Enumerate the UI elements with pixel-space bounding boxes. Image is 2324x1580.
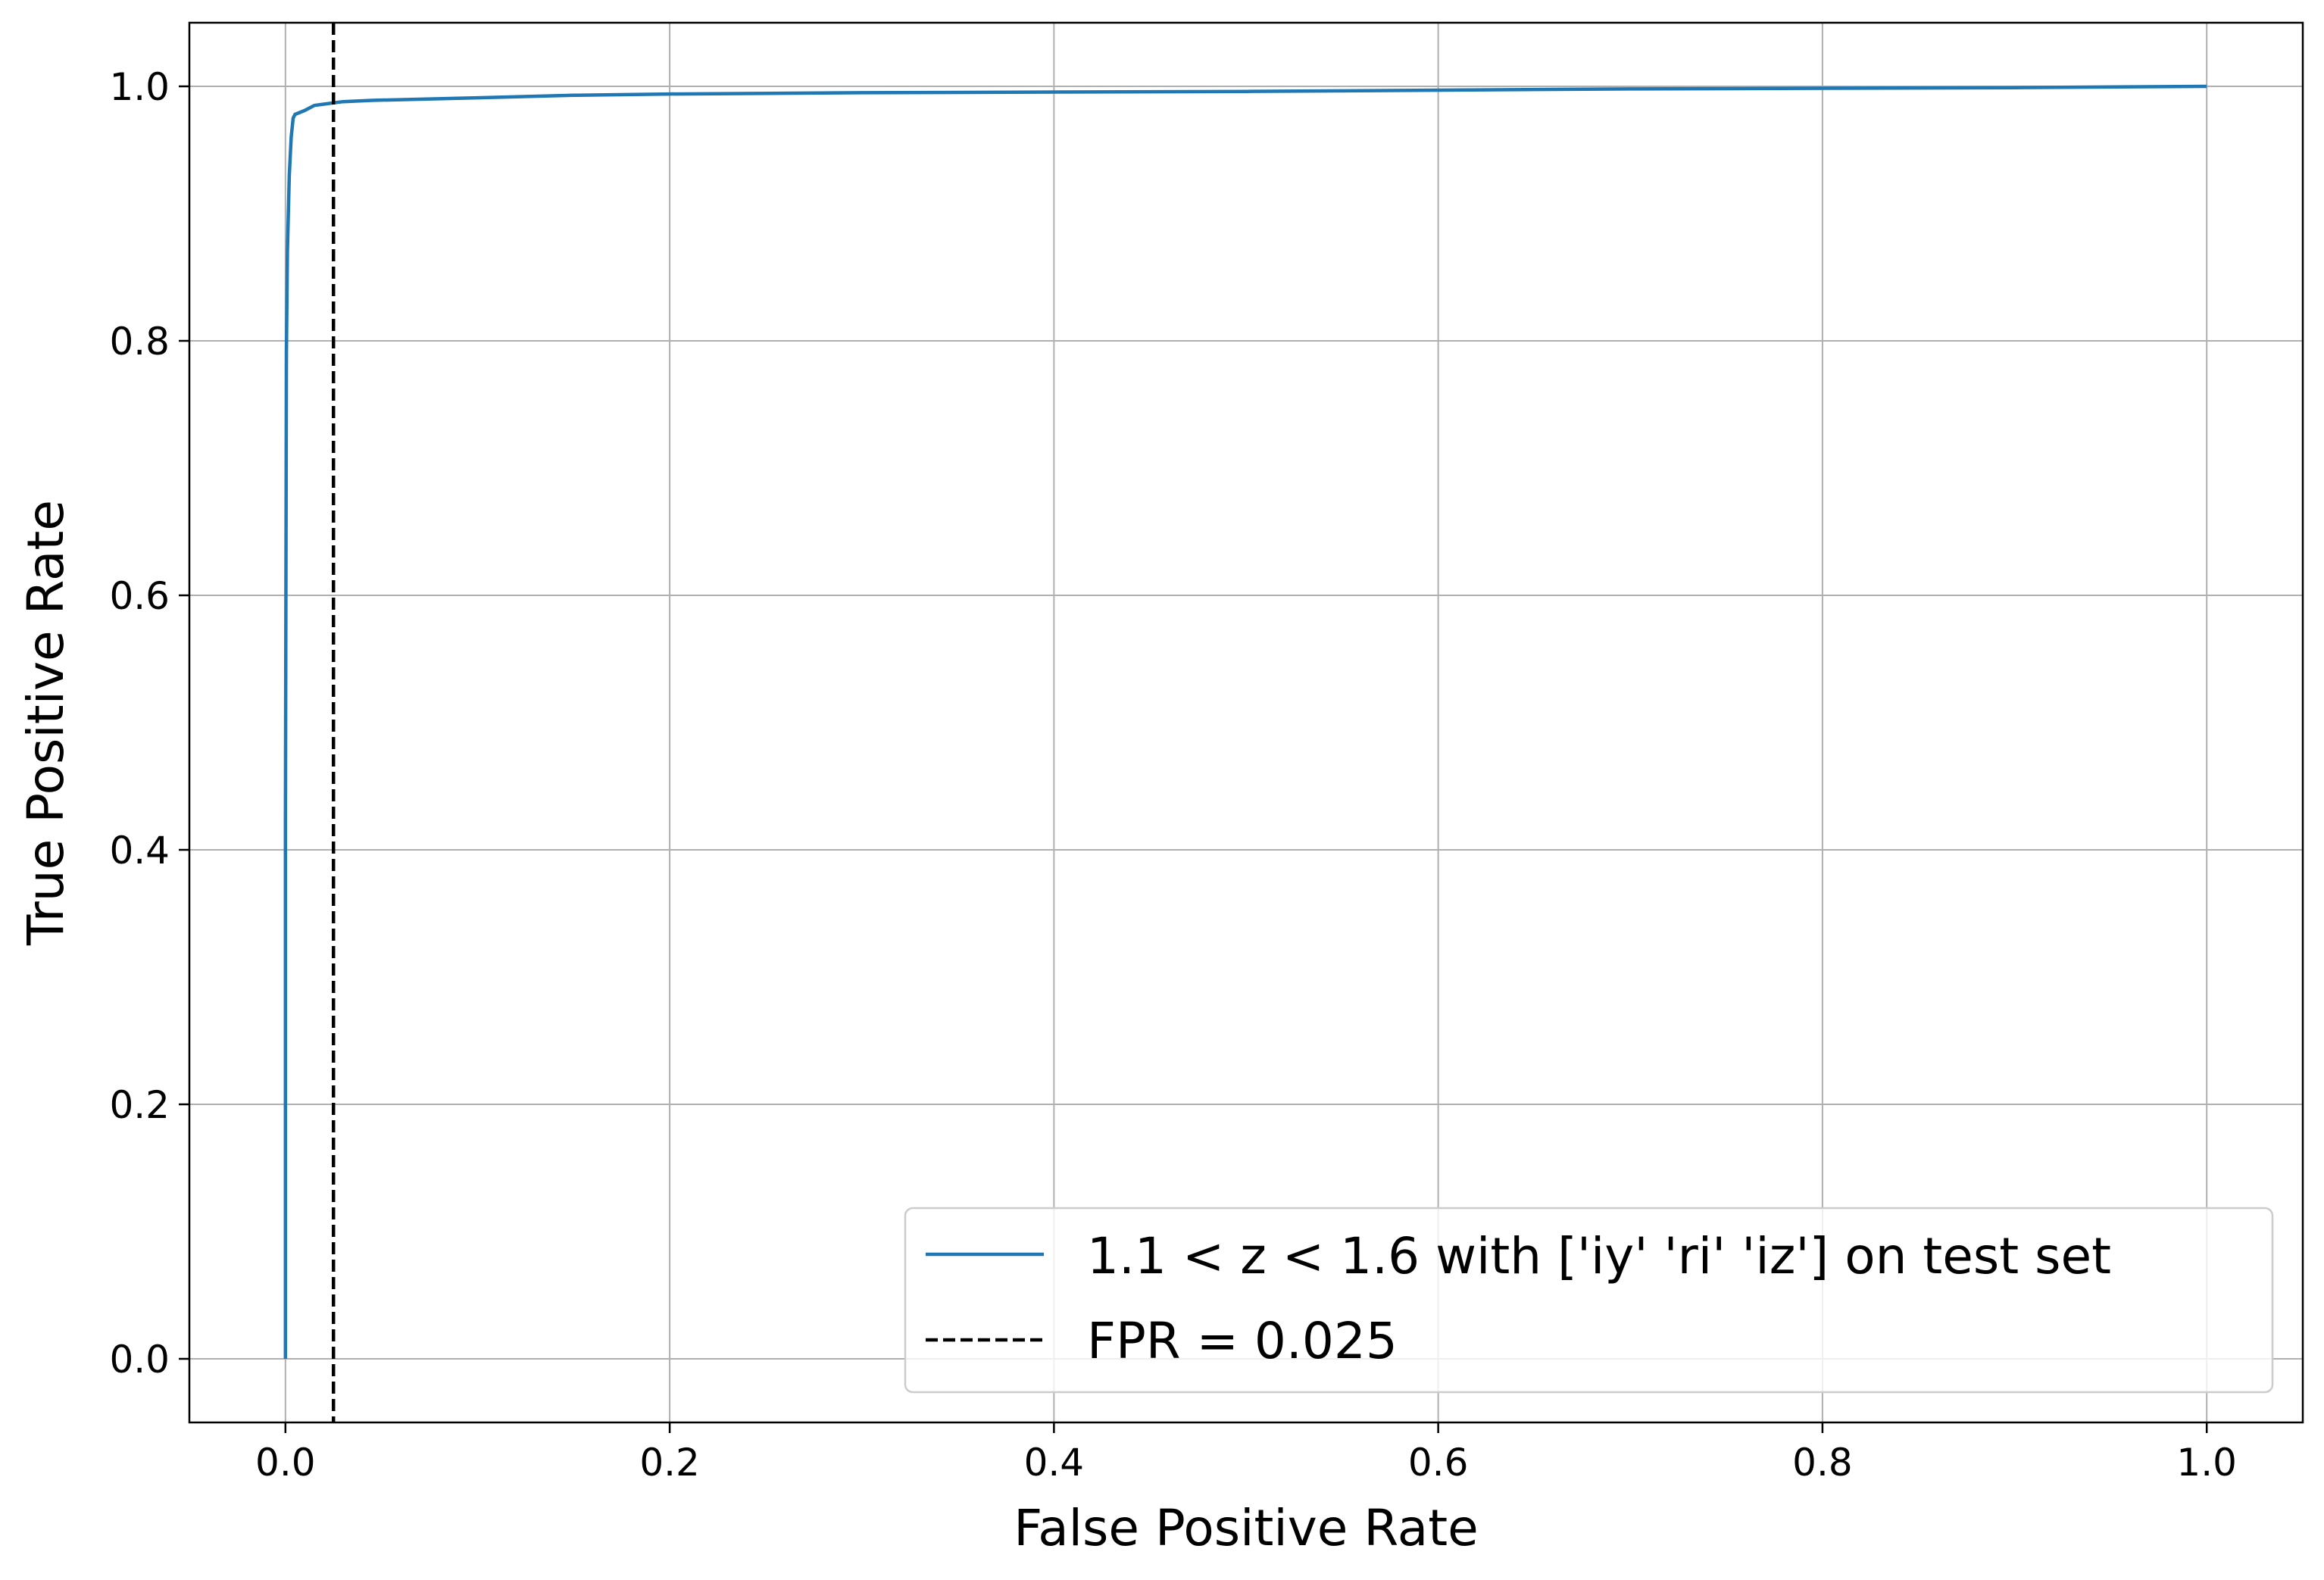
- x-tick-label: 0.2: [639, 1441, 700, 1485]
- y-axis-label: True Positive Rate: [17, 500, 75, 946]
- y-tick-label: 1.0: [109, 65, 170, 109]
- x-tick-label: 0.6: [1408, 1441, 1469, 1485]
- grid-lines: [189, 23, 2303, 1422]
- legend-box: [904, 1207, 2274, 1394]
- x-tick-label: 0.8: [1792, 1441, 1853, 1485]
- x-tick-label: 1.0: [2176, 1441, 2237, 1485]
- legend-label-fpr: FPR = 0.025: [1087, 1312, 1398, 1370]
- y-tick-label: 0.8: [109, 320, 170, 364]
- x-axis-ticks: 0.0 0.2 0.4 0.6 0.8 1.0: [255, 1422, 2237, 1485]
- roc-curve: [283, 84, 2207, 1359]
- x-tick-label: 0.0: [255, 1441, 316, 1485]
- x-tick-label: 0.4: [1024, 1441, 1085, 1485]
- y-tick-label: 0.4: [109, 829, 170, 873]
- legend-label-roc: 1.1 < z < 1.6 with ['iy' 'ri' 'iz'] on t…: [1087, 1227, 2111, 1285]
- y-tick-label: 0.0: [109, 1338, 170, 1382]
- y-tick-label: 0.2: [109, 1083, 170, 1127]
- y-axis-ticks: 0.0 0.2 0.4 0.6 0.8 1.0: [109, 65, 189, 1382]
- plot-frame: [188, 21, 2304, 1424]
- x-axis-label: False Positive Rate: [1014, 1499, 1478, 1557]
- legend: 1.1 < z < 1.6 with ['iy' 'ri' 'iz'] on t…: [904, 1207, 2274, 1394]
- y-tick-label: 0.6: [109, 574, 170, 618]
- series-group: [283, 23, 2207, 1422]
